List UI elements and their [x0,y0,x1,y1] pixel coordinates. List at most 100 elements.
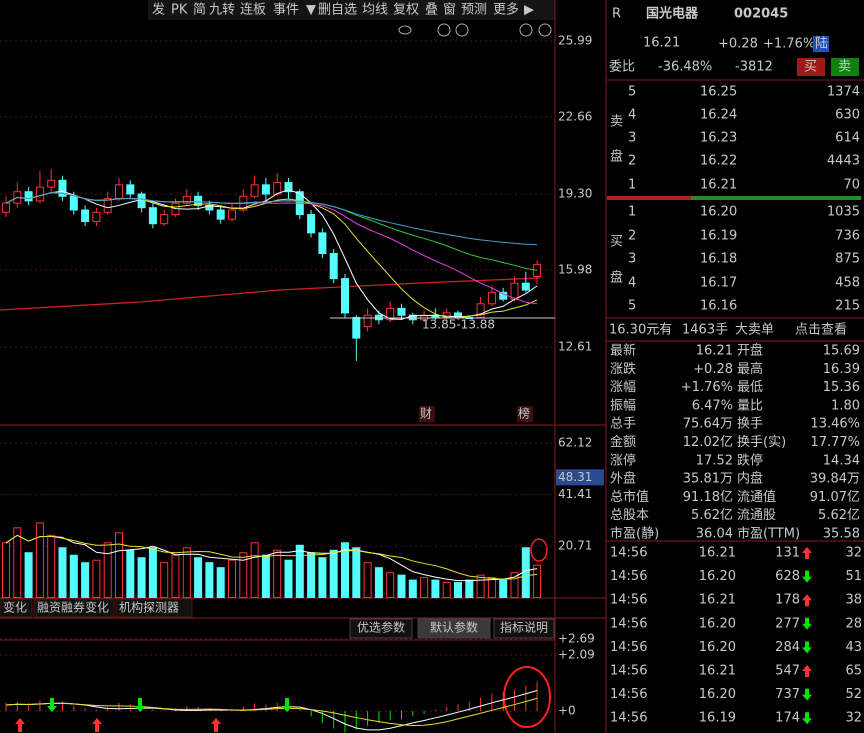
stat-value: 14.34 [823,453,860,468]
volume-bar [533,564,542,599]
volume-bar [261,554,270,599]
toolbar-item[interactable]: 预测 [461,3,487,18]
level-price: 16.23 [700,131,737,146]
stat-value: 36.04 [696,527,733,542]
level-volume: 4443 [827,154,860,169]
buy-button[interactable] [797,58,825,76]
marker[interactable]: 榜 [518,406,530,421]
y-tick-label: 15.98 [558,262,592,276]
volume-bar [205,562,214,599]
candle-body [47,179,56,188]
toolbar-item[interactable]: 均线 [362,3,388,18]
tick-arrow [802,617,812,630]
side-label: 卖 [610,115,623,130]
stat-value: 15.36 [823,380,860,395]
candle-body [533,264,542,278]
stat-label: 换手 [737,417,763,432]
sell-label[interactable]: 卖 [838,60,851,75]
stat-value: 1.80 [831,398,860,413]
stat-label: 振幅 [610,398,636,413]
toolbar-item[interactable]: 连板 [240,2,266,18]
buy-label[interactable]: 买 [804,60,817,75]
candle-body [92,211,101,222]
toolbar-item[interactable]: 叠 [425,3,438,18]
toolbar [148,0,555,20]
stat-label: 总市值 [610,489,649,505]
toolbar-item[interactable]: 九转 [209,3,235,18]
y-tick-label: +2.09 [558,648,595,662]
volume-bar [171,554,180,599]
button-label[interactable]: 优选参数 [357,620,405,635]
tick-time: 14:56 [610,640,647,655]
y-tick-label: 41.41 [558,487,592,501]
toolbar-item[interactable]: 窗 [443,2,456,18]
candle-body [228,209,236,220]
volume-bar [115,532,123,599]
tick-count: 32 [845,546,862,561]
tab-label[interactable]: 融资融券变化 [37,600,109,615]
label: 委比 [609,60,635,75]
toolbar-item[interactable]: ▶ [524,3,534,18]
candle-body [148,207,157,225]
candle-body [250,184,259,197]
volume-bar [92,559,101,599]
marker[interactable]: 财 [420,407,432,421]
tick-arrow [802,594,812,607]
volume-bar [454,582,462,599]
toolbar-item[interactable]: 复权 [393,2,419,18]
tab-label[interactable]: 机构探测器 [119,600,179,615]
stat-value: 15.69 [823,344,860,359]
tab[interactable] [33,598,115,618]
button-label[interactable]: 默认参数 [430,620,478,635]
level-volume: 614 [835,131,860,146]
level-volume: 70 [843,178,860,193]
sell-button[interactable] [831,58,859,76]
toolbar-item[interactable]: 更多 [493,2,519,18]
toolbar-item[interactable]: ▼ [306,3,316,18]
stat-label: 开盘 [737,343,763,359]
stat-value: 91.07亿 [810,490,860,505]
level-price: 16.17 [700,276,737,291]
button[interactable] [349,618,413,639]
ratio: -36.48% [658,60,712,75]
button[interactable] [417,618,491,639]
volume-bar [137,557,146,599]
volume-bar [307,552,316,599]
button[interactable] [493,618,555,639]
big-order: 16.30元有 [609,323,672,338]
annotation: 13.85-13.88 [422,318,495,332]
tick-volume: 547 [775,664,800,679]
candle-body [476,303,485,318]
tab-label[interactable]: 变化 [3,600,27,615]
button-label[interactable]: 指标说明 [500,620,548,635]
level-price: 16.18 [700,252,737,267]
stat-value: 5.62亿 [818,508,860,523]
volume-bar [476,574,485,599]
tick-count: 65 [845,664,862,679]
toolbar-item[interactable]: 发 [152,2,165,18]
big-order[interactable]: 点击查看 [795,322,847,338]
level: 3 [628,131,636,146]
tab[interactable] [115,598,193,618]
signal-arrow [135,698,145,712]
tick-time: 14:56 [610,711,647,726]
candle-body [216,209,225,220]
stat-value: +0.28 [693,362,733,377]
signal-arrow [211,718,221,732]
volume-bar [194,557,203,599]
candle-body [194,195,203,206]
toolbar-item[interactable]: PK [171,3,188,18]
y-tick-label: 19.30 [558,187,592,201]
volume-bar [35,522,44,599]
stat-value: +1.76% [681,380,733,395]
level-price: 16.25 [700,85,737,100]
toolbar-item[interactable]: 简 [193,2,206,18]
tick-volume: 737 [775,687,800,702]
candle-body [352,316,361,339]
stat-label: 总股本 [610,508,649,523]
toolbar-item[interactable]: 删自选 [318,3,357,18]
tab[interactable] [0,598,33,618]
volume-bar [69,554,78,599]
toolbar-item[interactable]: 事件 [273,3,299,18]
